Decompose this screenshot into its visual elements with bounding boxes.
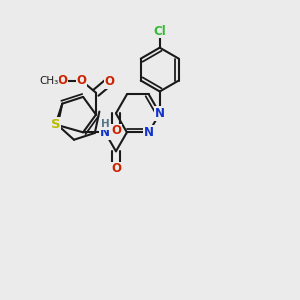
Text: N: N: [144, 126, 154, 139]
Text: O: O: [111, 124, 121, 137]
Text: S: S: [51, 118, 60, 131]
Text: H: H: [100, 119, 109, 129]
Text: O: O: [111, 162, 121, 175]
Text: CH₃: CH₃: [39, 76, 58, 86]
Text: Cl: Cl: [153, 25, 166, 38]
Text: N: N: [155, 107, 165, 120]
Text: N: N: [100, 126, 110, 139]
Text: O: O: [57, 74, 67, 87]
Text: O: O: [104, 75, 114, 88]
Text: O: O: [77, 74, 87, 87]
